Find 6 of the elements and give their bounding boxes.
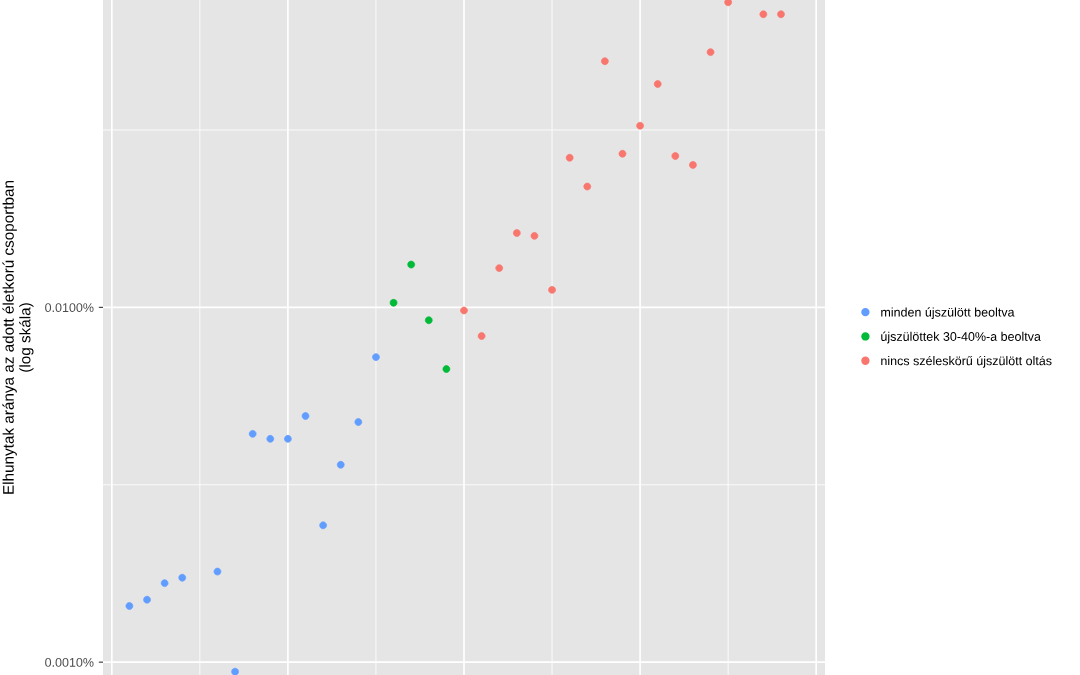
y-tick-label: 0.0010% — [45, 657, 94, 667]
legend-label: minden újszülött beoltva — [881, 307, 1015, 320]
y-axis-title: Elhunytak aránya az adott életkorú csoportban (log skála) — [2, 180, 34, 494]
legend-label: újszülöttek 30-40%-a beoltva — [881, 331, 1041, 344]
legend-label: nincs széleskörű újszülött oltás — [881, 355, 1052, 368]
y-tick-label: 0.0100% — [45, 303, 94, 313]
